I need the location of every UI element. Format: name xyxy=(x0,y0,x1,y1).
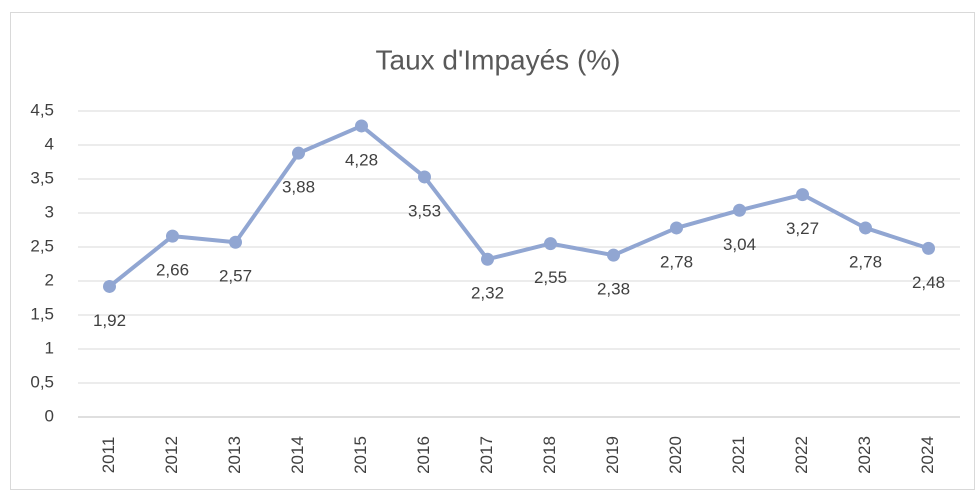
data-point xyxy=(607,248,620,262)
y-tick-label: 4,5 xyxy=(30,100,54,119)
x-tick-label: 2013 xyxy=(225,436,244,474)
data-point xyxy=(418,170,431,184)
data-point xyxy=(355,119,368,133)
x-tick-label: 2018 xyxy=(540,436,559,474)
chart-title: Taux d'Impayés (%) xyxy=(376,44,621,75)
data-point xyxy=(733,203,746,217)
y-tick-label: 0 xyxy=(45,406,54,425)
x-tick-label: 2014 xyxy=(288,436,307,474)
y-tick-label: 2 xyxy=(45,270,54,289)
x-tick-label: 2022 xyxy=(792,436,811,474)
y-tick-label: 0,5 xyxy=(30,372,54,391)
data-label: 3,88 xyxy=(282,178,315,197)
data-label: 4,28 xyxy=(345,150,378,169)
x-tick-label: 2021 xyxy=(729,436,748,474)
chart-border xyxy=(10,12,975,490)
data-point xyxy=(166,229,179,243)
data-point xyxy=(544,237,557,251)
data-label: 2,66 xyxy=(156,261,189,280)
data-label: 1,92 xyxy=(93,311,126,330)
data-label: 2,78 xyxy=(849,252,882,271)
data-label: 2,32 xyxy=(471,284,504,303)
data-point xyxy=(292,146,305,160)
data-label: 2,78 xyxy=(660,252,693,271)
data-label: 3,04 xyxy=(723,235,756,254)
x-tick-label: 2012 xyxy=(162,436,181,474)
data-label: 2,38 xyxy=(597,280,630,299)
data-label: 3,53 xyxy=(408,201,441,220)
data-label: 3,27 xyxy=(786,219,819,238)
y-tick-label: 3 xyxy=(45,202,54,221)
data-point xyxy=(229,235,242,249)
y-tick-label: 1 xyxy=(45,338,54,357)
data-label: 2,55 xyxy=(534,268,567,287)
y-tick-label: 1,5 xyxy=(30,304,54,323)
x-tick-label: 2024 xyxy=(918,436,937,474)
x-tick-label: 2015 xyxy=(351,436,370,474)
y-tick-label: 3,5 xyxy=(30,168,54,187)
x-tick-label: 2023 xyxy=(855,436,874,474)
data-point xyxy=(859,221,872,235)
x-tick-label: 2017 xyxy=(477,436,496,474)
data-point xyxy=(670,221,683,235)
data-point xyxy=(481,252,494,266)
data-label: 2,48 xyxy=(912,273,945,292)
y-tick-label: 2,5 xyxy=(30,236,54,255)
data-point xyxy=(103,279,116,293)
data-label: 2,57 xyxy=(219,267,252,286)
y-tick-label: 4 xyxy=(45,134,54,153)
data-point xyxy=(922,241,935,255)
x-tick-label: 2019 xyxy=(603,436,622,474)
data-point xyxy=(796,188,809,202)
x-tick-label: 2016 xyxy=(414,436,433,474)
x-tick-label: 2011 xyxy=(99,437,118,474)
data-line xyxy=(108,123,930,289)
x-tick-label: 2020 xyxy=(666,436,685,474)
